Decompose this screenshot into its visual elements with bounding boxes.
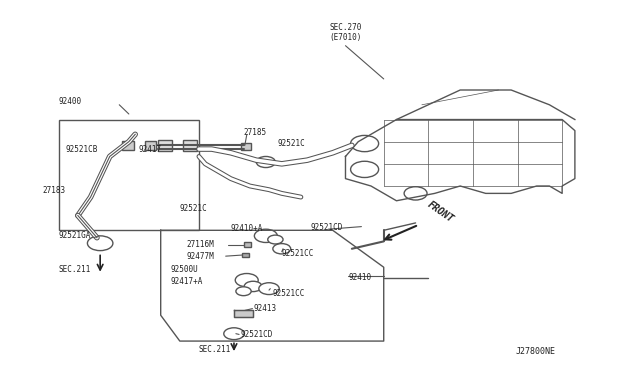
- Bar: [243, 253, 248, 257]
- Circle shape: [256, 157, 275, 167]
- Text: 27185: 27185: [244, 128, 267, 137]
- Text: FRONT: FRONT: [425, 200, 455, 225]
- Bar: [157, 140, 172, 151]
- Circle shape: [244, 281, 262, 292]
- Text: SEC.270
(E7010): SEC.270 (E7010): [330, 23, 362, 42]
- Text: 92521C: 92521C: [180, 203, 207, 213]
- Bar: [122, 141, 134, 150]
- Circle shape: [404, 187, 427, 200]
- Bar: [183, 140, 197, 151]
- Circle shape: [224, 328, 244, 340]
- Text: 92521CB: 92521CB: [65, 145, 97, 154]
- Circle shape: [236, 273, 258, 287]
- Circle shape: [268, 235, 283, 244]
- Text: 92521CC: 92521CC: [272, 289, 305, 298]
- Text: 92521CD: 92521CD: [241, 330, 273, 339]
- Text: 92521CC: 92521CC: [282, 249, 314, 258]
- Bar: [241, 143, 250, 150]
- Bar: [244, 242, 251, 247]
- Text: 92413: 92413: [253, 304, 276, 313]
- Text: SEC.211: SEC.211: [199, 345, 231, 354]
- Polygon shape: [234, 310, 253, 317]
- Circle shape: [236, 287, 251, 296]
- Text: 92477M: 92477M: [186, 251, 214, 261]
- Text: 27116M: 27116M: [186, 240, 214, 249]
- Text: 92521CD: 92521CD: [310, 223, 343, 232]
- Circle shape: [88, 236, 113, 251]
- Bar: [145, 141, 156, 150]
- Text: SEC.211: SEC.211: [59, 264, 91, 273]
- Text: 92410: 92410: [349, 273, 372, 282]
- Bar: [59, 119, 199, 230]
- Text: 92500U: 92500U: [170, 264, 198, 273]
- Circle shape: [351, 135, 379, 152]
- Circle shape: [351, 161, 379, 177]
- Text: 92417+A: 92417+A: [170, 277, 203, 286]
- Text: 92410+A: 92410+A: [231, 224, 263, 233]
- Text: 92417: 92417: [138, 145, 161, 154]
- Text: 92400: 92400: [59, 97, 82, 106]
- Circle shape: [254, 229, 277, 243]
- Text: 92521C: 92521C: [277, 139, 305, 148]
- Circle shape: [273, 244, 291, 254]
- Text: J27800NE: J27800NE: [516, 347, 556, 356]
- Text: 27183: 27183: [43, 186, 66, 195]
- Circle shape: [259, 283, 279, 295]
- Text: 92521GA: 92521GA: [59, 231, 91, 240]
